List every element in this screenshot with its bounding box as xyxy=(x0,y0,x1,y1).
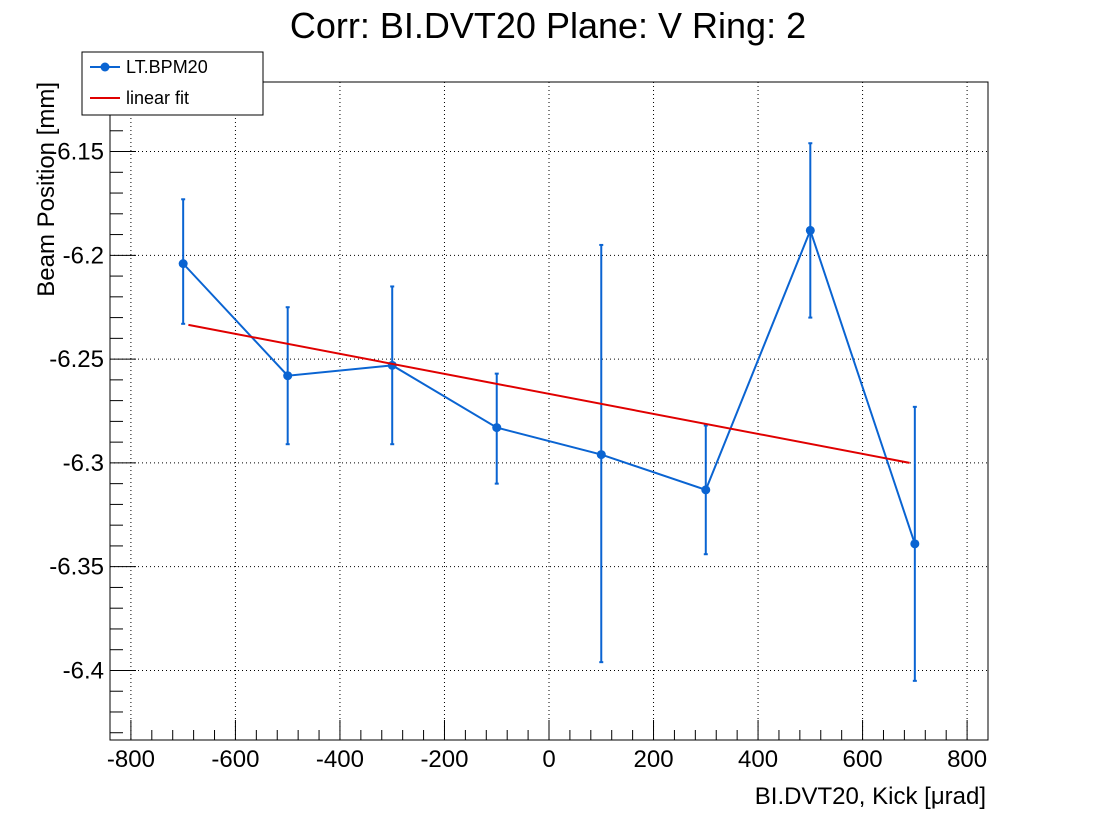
x-tick-label: 800 xyxy=(947,746,987,773)
data-point xyxy=(492,423,502,433)
y-tick-label: -6.15 xyxy=(49,139,104,166)
x-tick-label: -600 xyxy=(211,746,259,773)
y-tick-label: -6.3 xyxy=(63,450,104,477)
legend-box xyxy=(81,51,264,116)
y-tick-label: -6.35 xyxy=(49,554,104,581)
series-bpm-group xyxy=(178,142,920,682)
data-point xyxy=(805,225,815,235)
x-tick-label: 200 xyxy=(634,746,674,773)
x-tick-label: 0 xyxy=(542,746,555,773)
x-tick-label: 600 xyxy=(843,746,883,773)
data-point xyxy=(596,450,606,460)
legend: LT.BPM20 linear fit xyxy=(81,51,264,116)
fit-line-group xyxy=(188,323,910,464)
x-axis-label: BI.DVT20, Kick [μrad] xyxy=(755,783,986,810)
x-tick-label: -800 xyxy=(107,746,155,773)
x-tick-label: 400 xyxy=(738,746,778,773)
y-tick-label: -6.2 xyxy=(63,242,104,269)
legend-series-label: LT.BPM20 xyxy=(126,57,208,77)
chart-title: Corr: BI.DVT20 Plane: V Ring: 2 xyxy=(290,5,806,46)
legend-fit-label: linear fit xyxy=(126,88,189,108)
x-tick-label: -200 xyxy=(420,746,468,773)
x-tick-label: -400 xyxy=(316,746,364,773)
axes: -800 -600 -400 -200 0 200 400 600 800 -6.4 -6.35 -6… xyxy=(49,88,989,773)
fit-line xyxy=(188,323,910,464)
data-point xyxy=(178,259,188,269)
grid xyxy=(110,82,988,740)
series-layer xyxy=(178,142,920,682)
series-line xyxy=(182,227,916,545)
legend-series-marker xyxy=(100,62,110,72)
y-axis-label: Beam Position [mm] xyxy=(33,82,60,297)
data-point xyxy=(910,539,920,549)
y-tick-label: -6.4 xyxy=(63,657,104,684)
data-point xyxy=(701,485,711,495)
y-tick-label: -6.25 xyxy=(49,346,104,373)
data-point xyxy=(283,371,293,381)
